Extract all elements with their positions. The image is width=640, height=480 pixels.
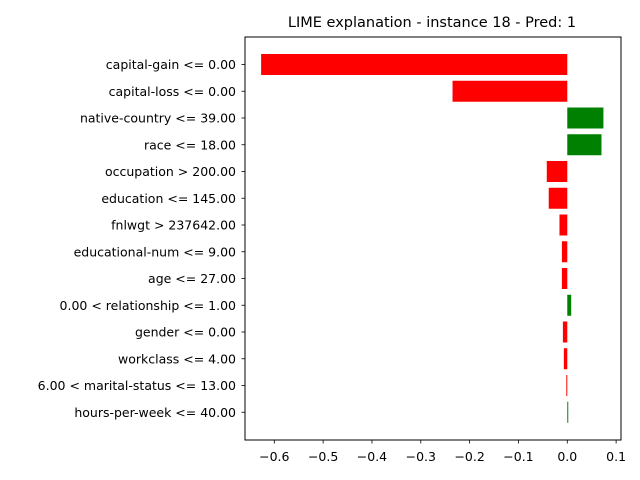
bar	[567, 401, 569, 423]
x-tick-label: −0.2	[454, 449, 484, 464]
y-tick-label: occupation > 200.00	[105, 164, 236, 179]
bar	[561, 268, 568, 289]
bar	[567, 134, 602, 156]
plot-frame	[244, 36, 622, 441]
x-axis-ticks: −0.6 −0.5 −0.4 −0.3 −0.2 −0.1 0.0 0.1	[259, 440, 626, 464]
x-tick-label: −0.6	[259, 449, 289, 464]
y-tick-label: educational-num <= 9.00	[74, 244, 236, 259]
y-tick-label: capital-loss <= 0.00	[109, 84, 236, 99]
y-tick-label: native-country <= 39.00	[80, 111, 236, 126]
x-tick-label: −0.3	[406, 449, 436, 464]
y-tick-label: education <= 145.00	[101, 191, 236, 206]
y-tick-label: 6.00 < marital-status <= 13.00	[38, 378, 236, 393]
y-tick-label: 0.00 < relationship <= 1.00	[60, 298, 236, 313]
x-tick-label: −0.1	[503, 449, 533, 464]
bar	[562, 321, 568, 343]
y-tick-label: workclass <= 4.00	[118, 351, 236, 366]
bars-group	[261, 54, 604, 423]
bar	[548, 187, 568, 209]
bar	[546, 161, 568, 182]
x-tick-label: −0.5	[308, 449, 338, 464]
bar	[261, 54, 568, 75]
bar	[452, 80, 568, 102]
bar	[563, 348, 568, 370]
x-tick-label: 0.0	[557, 449, 577, 464]
bar	[561, 241, 568, 263]
y-axis-ticks: capital-gain <= 0.00 capital-loss <= 0.00…	[38, 57, 245, 420]
bar	[559, 214, 568, 236]
x-tick-label: 0.1	[606, 449, 626, 464]
bar	[567, 294, 572, 316]
y-tick-label: race <= 18.00	[144, 137, 236, 152]
chart-title: LIME explanation - instance 18 - Pred: 1	[288, 15, 576, 31]
y-tick-label: hours-per-week <= 40.00	[74, 405, 236, 420]
y-tick-label: gender <= 0.00	[135, 325, 236, 340]
x-tick-label: −0.4	[357, 449, 387, 464]
y-tick-label: fnlwgt > 237642.00	[111, 218, 236, 233]
bar	[566, 375, 568, 396]
y-tick-label: age <= 27.00	[148, 271, 236, 286]
bar	[567, 107, 604, 129]
y-tick-label: capital-gain <= 0.00	[106, 57, 236, 72]
